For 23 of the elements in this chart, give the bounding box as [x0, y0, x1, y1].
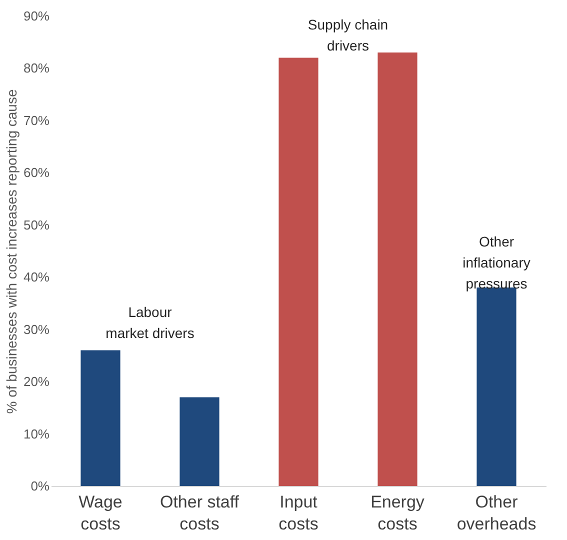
- bar: [378, 52, 418, 486]
- y-tick-label: 20%: [23, 374, 50, 390]
- x-tick-label: Energy costs: [370, 492, 425, 534]
- bar: [180, 397, 220, 486]
- y-tick-label: 30%: [23, 322, 50, 337]
- y-tick-label: 80%: [23, 60, 50, 76]
- annotation: Other inflationary pressures: [462, 233, 530, 292]
- x-tick-label: Other staff costs: [160, 492, 240, 534]
- bar: [80, 350, 120, 486]
- y-axis-title: % of businesses with cost increases reporting cause: [3, 89, 20, 414]
- y-tick-label: 0%: [30, 478, 50, 494]
- x-tick-label: Other overheads: [456, 492, 536, 534]
- y-tick-label: 90%: [23, 8, 50, 24]
- x-tick-label: Input costs: [278, 492, 318, 534]
- y-tick-label: 70%: [23, 112, 50, 128]
- bar: [278, 58, 318, 486]
- annotation: Supply chain drivers: [308, 16, 388, 54]
- x-tick-label: Wage costs: [78, 492, 122, 534]
- y-tick-label: 50%: [23, 217, 50, 232]
- y-tick-label: 40%: [23, 270, 50, 285]
- y-tick-label: 10%: [23, 426, 50, 442]
- y-tick-label: 60%: [23, 165, 50, 180]
- annotation: Labour market drivers: [106, 304, 194, 341]
